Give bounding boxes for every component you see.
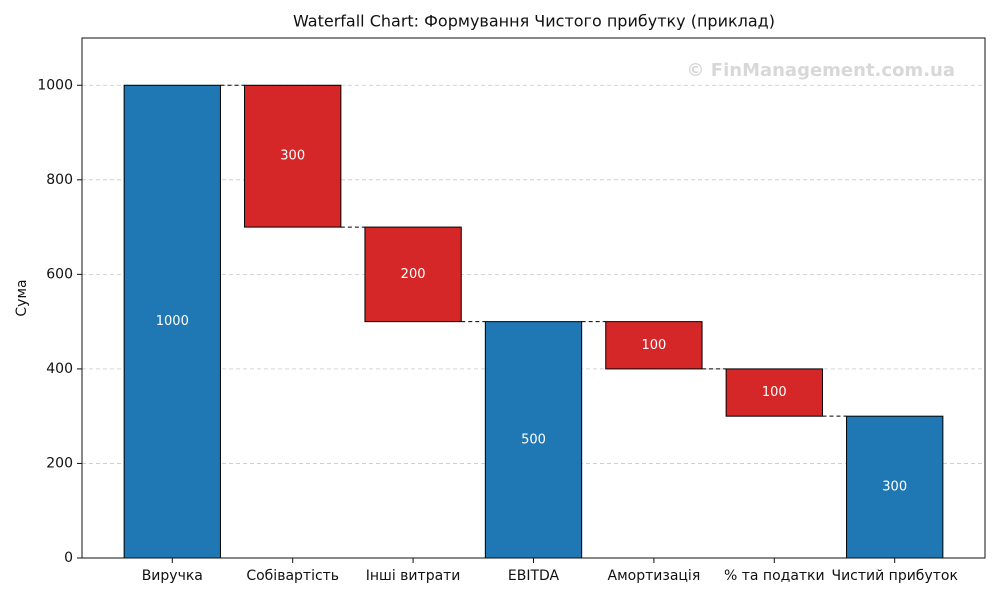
y-tick-label: 600 — [46, 266, 73, 282]
bar — [605, 321, 703, 370]
y-tick-label: 1000 — [37, 77, 73, 93]
value-label: 100 — [762, 385, 787, 400]
x-tick-label: EBITDA — [508, 568, 560, 584]
value-label: 200 — [401, 267, 426, 282]
x-tick-label: % та податки — [724, 568, 825, 584]
y-tick-label: 200 — [46, 455, 73, 471]
value-label: 500 — [521, 432, 546, 447]
bar — [364, 226, 462, 323]
value-label: 300 — [882, 480, 907, 495]
x-tick-label: Амортизація — [608, 568, 701, 584]
watermark: © FinManagement.com.ua — [687, 60, 955, 81]
y-axis-label: Сума — [14, 279, 30, 316]
y-tick-label: 400 — [46, 361, 73, 377]
y-tick-label: 800 — [46, 172, 73, 188]
chart-title: Waterfall Chart: Формування Чистого приб… — [293, 12, 775, 31]
y-tick-label: 0 — [64, 550, 73, 566]
value-label: 1000 — [156, 314, 189, 329]
x-tick-label: Виручка — [142, 568, 203, 584]
bar — [484, 321, 583, 559]
bar — [123, 84, 221, 559]
x-tick-label: Чистий прибуток — [831, 568, 957, 584]
plot-frame — [81, 37, 986, 559]
bar — [244, 84, 342, 228]
x-tick-label: Інші витрати — [366, 568, 461, 584]
value-label: 100 — [641, 338, 666, 353]
value-label: 300 — [280, 149, 305, 164]
bar — [846, 415, 944, 559]
bar — [725, 368, 823, 417]
x-tick-label: Собівартість — [246, 568, 339, 584]
